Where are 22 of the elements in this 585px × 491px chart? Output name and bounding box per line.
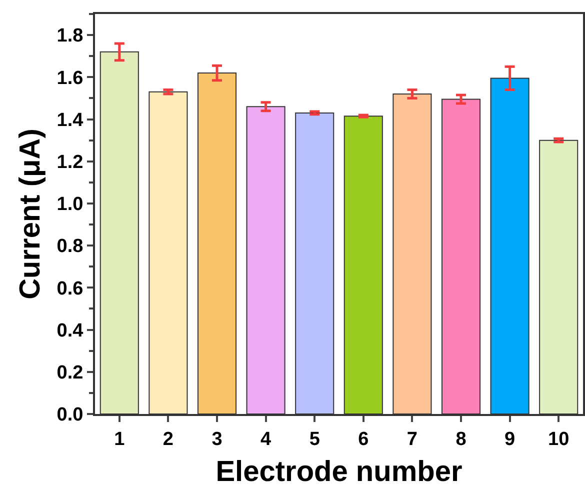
x-axis-title: Electrode number [216, 456, 462, 488]
y-tick-label: 0.6 [56, 278, 84, 300]
y-tick-label: 0.2 [56, 362, 84, 384]
x-tick-label: 10 [548, 428, 570, 450]
x-tick-label: 9 [504, 428, 516, 450]
y-tick-label: 1.0 [56, 194, 84, 216]
y-tick-label: 0.0 [56, 404, 84, 426]
x-tick-label: 5 [309, 428, 320, 450]
y-axis-title: Current (μA) [14, 128, 47, 300]
x-tick-label: 8 [456, 428, 466, 450]
x-tick-label: 7 [406, 428, 418, 450]
y-tick-label: 0.8 [56, 236, 84, 258]
y-tick-label: 1.6 [56, 68, 84, 89]
y-tick-label: 0.4 [56, 320, 84, 342]
x-tick-label: 3 [212, 428, 222, 450]
y-tick-label: 1.4 [56, 110, 84, 131]
x-tick-label: 1 [114, 428, 126, 450]
y-tick-label: 1.2 [56, 152, 84, 174]
x-tick-label: 2 [162, 428, 174, 450]
x-tick-label: 6 [358, 428, 369, 450]
y-tick-label: 1.8 [56, 26, 84, 47]
x-tick-label: 4 [260, 428, 272, 450]
